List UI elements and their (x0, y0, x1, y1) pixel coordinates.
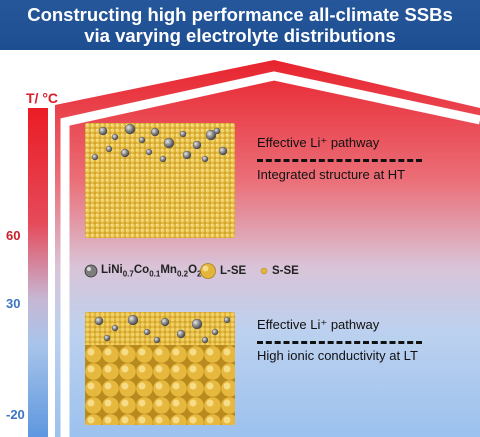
top-label-structure: Integrated structure at HT (257, 167, 406, 182)
legend-large-electrolyte: L-SE (200, 262, 246, 280)
legend-small-electrolyte: S-SE (260, 262, 299, 280)
title-banner: Constructing high performance all-climat… (0, 0, 480, 50)
cathode-formula-co-sub: 0.1 (149, 269, 161, 279)
bottom-electrode-panel (85, 312, 235, 425)
large-electrolyte-legend-icon (200, 263, 216, 279)
cathode-formula-co: Co (133, 263, 150, 276)
cathode-formula-ni-sub: 0.7 (122, 269, 134, 279)
cathode-formula-o: O (188, 263, 198, 276)
title-line-1: Constructing high performance all-climat… (27, 4, 453, 25)
top-electrode-panel (85, 123, 235, 238)
title-line-2: via varying electrolyte distributions (84, 25, 396, 46)
house-roof-inner-line (60, 71, 480, 437)
legend-cathode: LiNi0.7Co0.1Mn0.2O2 (84, 262, 201, 280)
small-electrolyte-legend-icon (260, 267, 268, 275)
large-electrolyte-label: L-SE (220, 265, 247, 277)
bottom-cathode-particles (94, 314, 231, 344)
temperature-axis-label: T/ °C (26, 90, 59, 106)
top-electrode-illustration (85, 123, 235, 238)
cathode-legend-icon (84, 264, 98, 278)
bottom-label-li-pathway: Effective Li⁺ pathway (257, 317, 380, 332)
bottom-divider (257, 341, 422, 344)
cathode-formula-li-ni: LiNi (101, 263, 123, 276)
cathode-formula-mn-sub: 0.2 (176, 269, 189, 279)
tick-60: 60 (6, 228, 21, 243)
tick-minus-20: -20 (6, 407, 25, 422)
bottom-label-conductivity: High ionic conductivity at LT (257, 348, 418, 363)
bottom-electrode-illustration (85, 312, 235, 425)
top-cathode-particles (91, 123, 228, 163)
cathode-formula-mn: Mn (160, 263, 177, 276)
cathode-formula-o-sub: 2 (197, 269, 202, 279)
temperature-bar (28, 108, 48, 437)
tick-30: 30 (6, 296, 21, 311)
top-divider (257, 159, 422, 162)
small-electrolyte-label: S-SE (272, 265, 299, 277)
top-label-li-pathway: Effective Li⁺ pathway (257, 135, 380, 150)
